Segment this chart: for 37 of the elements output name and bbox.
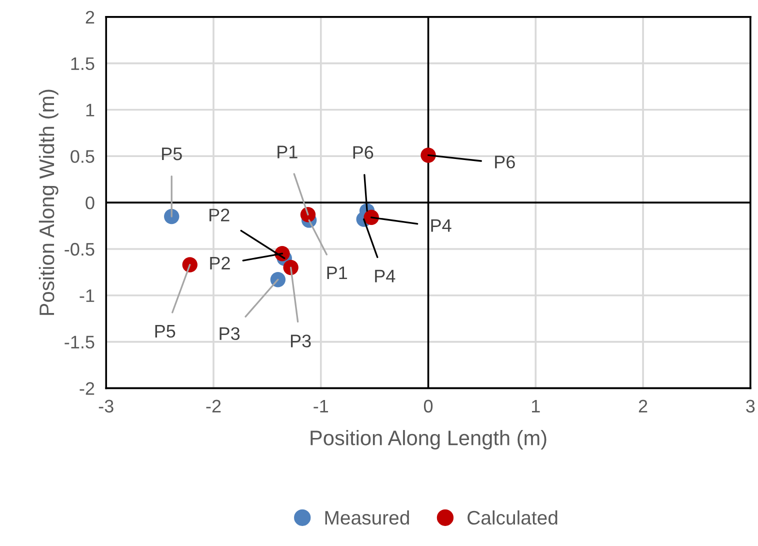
- legend-label: Calculated: [468, 510, 558, 525]
- annotation: P3: [290, 334, 311, 348]
- x-axis-title: Position Along Length (m): [310, 430, 546, 450]
- x-tick-label: -2: [206, 400, 221, 412]
- annotation: P4: [375, 270, 396, 282]
- y-tick-label: 1.5: [71, 57, 94, 70]
- annotation: P1: [327, 266, 348, 280]
- y-tick-label: -2: [80, 382, 94, 395]
- x-tick-label: -1: [314, 400, 328, 412]
- annotation: P4: [431, 219, 452, 232]
- y-tick-label: 0: [86, 196, 94, 210]
- point: [270, 272, 286, 288]
- point: [182, 257, 198, 272]
- y-tick-label: -1.5: [64, 336, 94, 349]
- point: [164, 208, 180, 224]
- x-tick-label: 3: [746, 400, 755, 413]
- annotation: P6: [495, 156, 515, 168]
- y-tick-label: -1: [80, 290, 94, 302]
- y-tick-label: -0.5: [64, 242, 94, 256]
- y-tick-label: 1: [86, 104, 94, 116]
- y-axis-title: Position Along Width (m): [38, 90, 58, 315]
- point: [420, 148, 436, 163]
- annotation: P3: [220, 327, 240, 340]
- annotation: P5: [162, 148, 182, 160]
- annotation: P2: [210, 208, 230, 222]
- y-tick-label: 2: [86, 10, 94, 24]
- x-tick-label: -3: [98, 400, 114, 413]
- x-tick-label: 0: [424, 400, 433, 413]
- annotation: P2: [210, 256, 230, 270]
- y-tick-label: 0.5: [70, 150, 94, 163]
- annotation: P1: [278, 146, 298, 158]
- annotation: P6: [353, 146, 374, 159]
- point: [283, 260, 298, 276]
- annotation: P5: [155, 325, 176, 338]
- x-tick-label: 1: [532, 400, 540, 412]
- x-tick-label: 2: [638, 400, 648, 412]
- legend-label: Measured: [325, 510, 409, 525]
